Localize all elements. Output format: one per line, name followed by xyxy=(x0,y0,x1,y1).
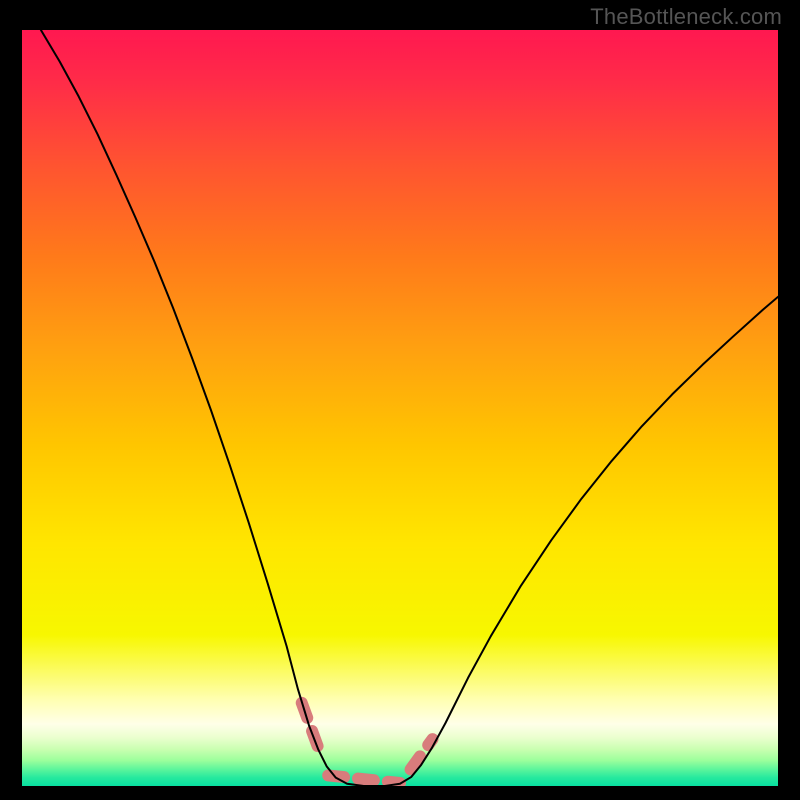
watermark-text: TheBottleneck.com xyxy=(590,4,782,30)
bottleneck-chart xyxy=(22,30,778,786)
chart-svg xyxy=(22,30,778,786)
plot-background xyxy=(22,30,778,786)
